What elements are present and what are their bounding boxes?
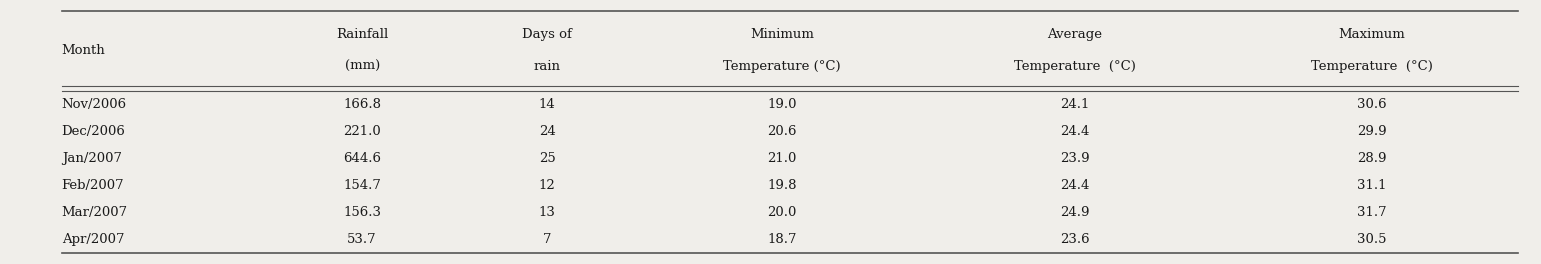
Text: 7: 7 [542,233,552,246]
Text: Temperature  (°C): Temperature (°C) [1014,60,1136,73]
Text: 18.7: 18.7 [767,233,797,246]
Text: 24.9: 24.9 [1060,206,1089,219]
Text: 20.0: 20.0 [767,206,797,219]
Text: Temperature (°C): Temperature (°C) [723,60,841,73]
Text: 30.5: 30.5 [1356,233,1387,246]
Text: 12: 12 [539,179,555,192]
Text: Dec/2006: Dec/2006 [62,125,125,138]
Text: 24: 24 [539,125,555,138]
Text: 25: 25 [539,152,555,165]
Text: Month: Month [62,44,105,57]
Text: 53.7: 53.7 [347,233,378,246]
Text: 23.6: 23.6 [1060,233,1089,246]
Text: 31.1: 31.1 [1356,179,1387,192]
Text: Average: Average [1048,28,1102,41]
Text: Minimum: Minimum [750,28,814,41]
Text: Maximum: Maximum [1338,28,1405,41]
Text: Apr/2007: Apr/2007 [62,233,125,246]
Text: 166.8: 166.8 [344,98,381,111]
Text: Mar/2007: Mar/2007 [62,206,128,219]
Text: 29.9: 29.9 [1356,125,1387,138]
Text: 30.6: 30.6 [1356,98,1387,111]
Text: 28.9: 28.9 [1356,152,1387,165]
Text: rain: rain [533,60,561,73]
Text: Jan/2007: Jan/2007 [62,152,122,165]
Text: 156.3: 156.3 [344,206,381,219]
Text: 24.1: 24.1 [1060,98,1089,111]
Text: 644.6: 644.6 [344,152,381,165]
Text: 24.4: 24.4 [1060,179,1089,192]
Text: 21.0: 21.0 [767,152,797,165]
Text: 24.4: 24.4 [1060,125,1089,138]
Text: Temperature  (°C): Temperature (°C) [1310,60,1433,73]
Text: Feb/2007: Feb/2007 [62,179,125,192]
Text: 14: 14 [539,98,555,111]
Text: Nov/2006: Nov/2006 [62,98,126,111]
Text: Days of: Days of [522,28,572,41]
Text: 154.7: 154.7 [344,179,381,192]
Text: 19.0: 19.0 [767,98,797,111]
Text: 31.7: 31.7 [1356,206,1387,219]
Text: 20.6: 20.6 [767,125,797,138]
Text: Rainfall: Rainfall [336,28,388,41]
Text: 221.0: 221.0 [344,125,381,138]
Text: 23.9: 23.9 [1060,152,1089,165]
Text: 13: 13 [539,206,555,219]
Text: 19.8: 19.8 [767,179,797,192]
Text: (mm): (mm) [345,60,379,73]
